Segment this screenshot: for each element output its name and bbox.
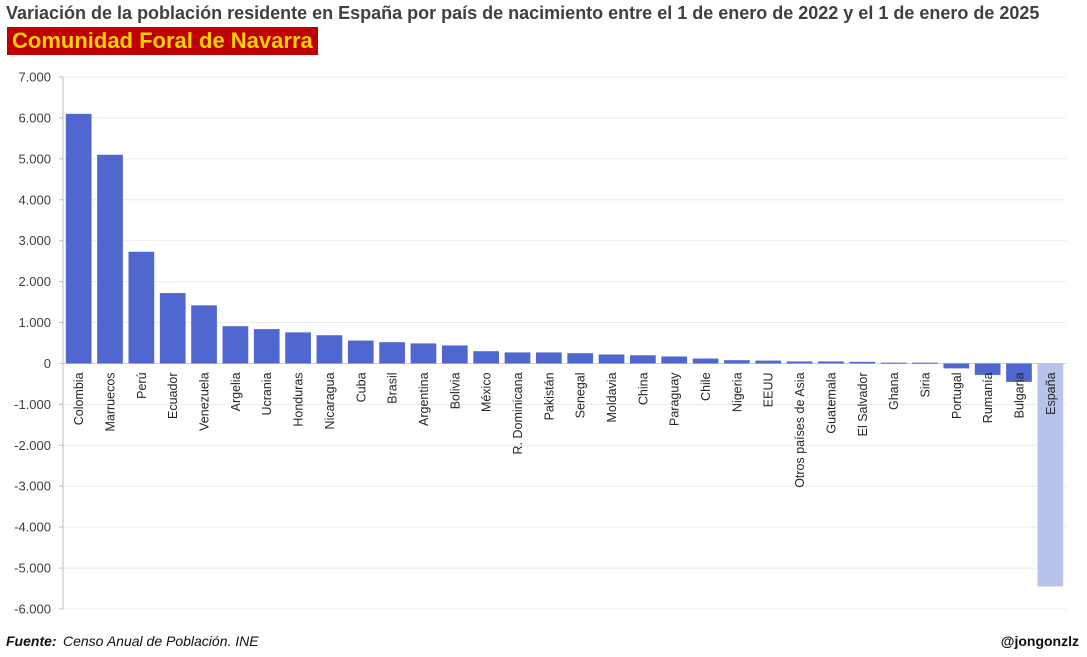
bar: [379, 342, 405, 364]
bar: [692, 358, 719, 364]
x-tick-label: Chile: [699, 372, 713, 401]
x-tick-label: Otros países de Asia: [793, 372, 807, 487]
y-tick-label: 6.000: [18, 110, 51, 125]
bar: [818, 361, 844, 364]
x-tick-label: El Salvador: [856, 372, 870, 436]
chart-title: Variación de la población residente en E…: [6, 3, 1040, 23]
x-tick-label: Argelia: [229, 372, 243, 411]
bar: [473, 351, 499, 364]
x-tick-label: Venezuela: [198, 372, 212, 430]
bar: [943, 363, 970, 369]
x-tick-label: Honduras: [292, 372, 306, 426]
x-tick-label: México: [480, 372, 494, 412]
y-tick-label: -5.000: [14, 561, 51, 576]
bar: [410, 343, 437, 364]
x-tick-label: Bolivia: [448, 372, 462, 409]
bar: [567, 353, 594, 364]
x-tick-label: EEUU: [762, 372, 776, 407]
source-label: Fuente:: [6, 633, 57, 649]
x-tick-label: Pakistán: [542, 372, 556, 420]
bar: [661, 356, 688, 364]
y-tick-label: -4.000: [14, 520, 51, 535]
bar: [849, 361, 876, 364]
bar: [159, 293, 186, 364]
bar: [535, 352, 562, 364]
bar: [128, 251, 155, 364]
x-tick-label: Guatemala: [824, 372, 838, 433]
x-axis-labels: Colombia Marruecos Perú Ecuador Venezuela Arg…: [72, 372, 1058, 488]
x-tick-label: Argentina: [417, 372, 431, 426]
bars: [65, 113, 1064, 587]
source-text: Censo Anual de Población. INE: [63, 633, 259, 649]
author-credit: @jongonzlz: [1000, 633, 1079, 649]
y-tick-label: 0: [44, 356, 51, 371]
bar: [755, 360, 782, 364]
bar: [974, 363, 1001, 375]
bar: [1037, 363, 1064, 587]
bar: [504, 352, 531, 364]
y-tick-label: 5.000: [18, 151, 51, 166]
bar: [316, 335, 343, 364]
bar: [912, 362, 938, 364]
y-tick-label: 4.000: [18, 192, 51, 207]
x-tick-label: Cuba: [354, 372, 368, 402]
x-tick-label: Portugal: [950, 372, 964, 419]
x-tick-label: Brasil: [386, 372, 400, 403]
x-tick-label: Ecuador: [166, 372, 180, 419]
x-tick-label: Bulgaria: [1012, 372, 1026, 418]
bar-chart: 7.000 6.000 5.000 4.000 3.000 2.000 1.000 0 -1.0…: [14, 70, 1066, 617]
bar: [724, 360, 750, 364]
x-tick-label: China: [636, 372, 650, 405]
x-tick-label: Colombia: [72, 372, 86, 425]
bar: [786, 361, 813, 364]
bar: [880, 362, 907, 364]
bar: [222, 326, 249, 364]
x-tick-label: Paraguay: [668, 372, 682, 426]
x-tick-label: Rumanía: [981, 372, 995, 423]
y-tick-label: -1.000: [14, 397, 51, 412]
bar: [191, 305, 217, 364]
x-tick-label: España: [1044, 372, 1058, 414]
x-tick-label: Siria: [918, 372, 932, 397]
bar: [630, 355, 656, 364]
gridlines: [63, 76, 1066, 610]
y-axis: 7.000 6.000 5.000 4.000 3.000 2.000 1.000 0 -1.0…: [14, 70, 64, 617]
y-tick-label: -3.000: [14, 479, 51, 494]
bar: [285, 332, 311, 364]
y-tick-label: -2.000: [14, 438, 51, 453]
bar: [97, 154, 123, 364]
y-tick-label: 2.000: [18, 274, 51, 289]
y-tick-label: 1.000: [18, 315, 51, 330]
bar: [253, 329, 280, 364]
bar: [441, 345, 468, 364]
y-tick-label: 7.000: [18, 70, 51, 85]
bar: [598, 354, 625, 364]
x-tick-label: Nigeria: [730, 372, 744, 412]
bar: [1006, 363, 1032, 382]
x-tick-label: Senegal: [574, 372, 588, 418]
x-tick-label: Marruecos: [104, 372, 118, 431]
y-tick-label: 3.000: [18, 233, 51, 248]
bar: [347, 340, 374, 364]
y-tick-label: -6.000: [14, 602, 51, 617]
chart-subtitle-badge: Comunidad Foral de Navarra: [7, 27, 318, 55]
x-tick-label: Moldavia: [605, 372, 619, 422]
x-tick-label: Nicaragua: [323, 372, 337, 429]
x-tick-label: Ucrania: [260, 372, 274, 415]
x-tick-label: Ghana: [887, 372, 901, 410]
x-tick-label: R. Dominicana: [511, 372, 525, 454]
x-tick-label: Perú: [135, 372, 149, 398]
bar: [65, 113, 92, 364]
